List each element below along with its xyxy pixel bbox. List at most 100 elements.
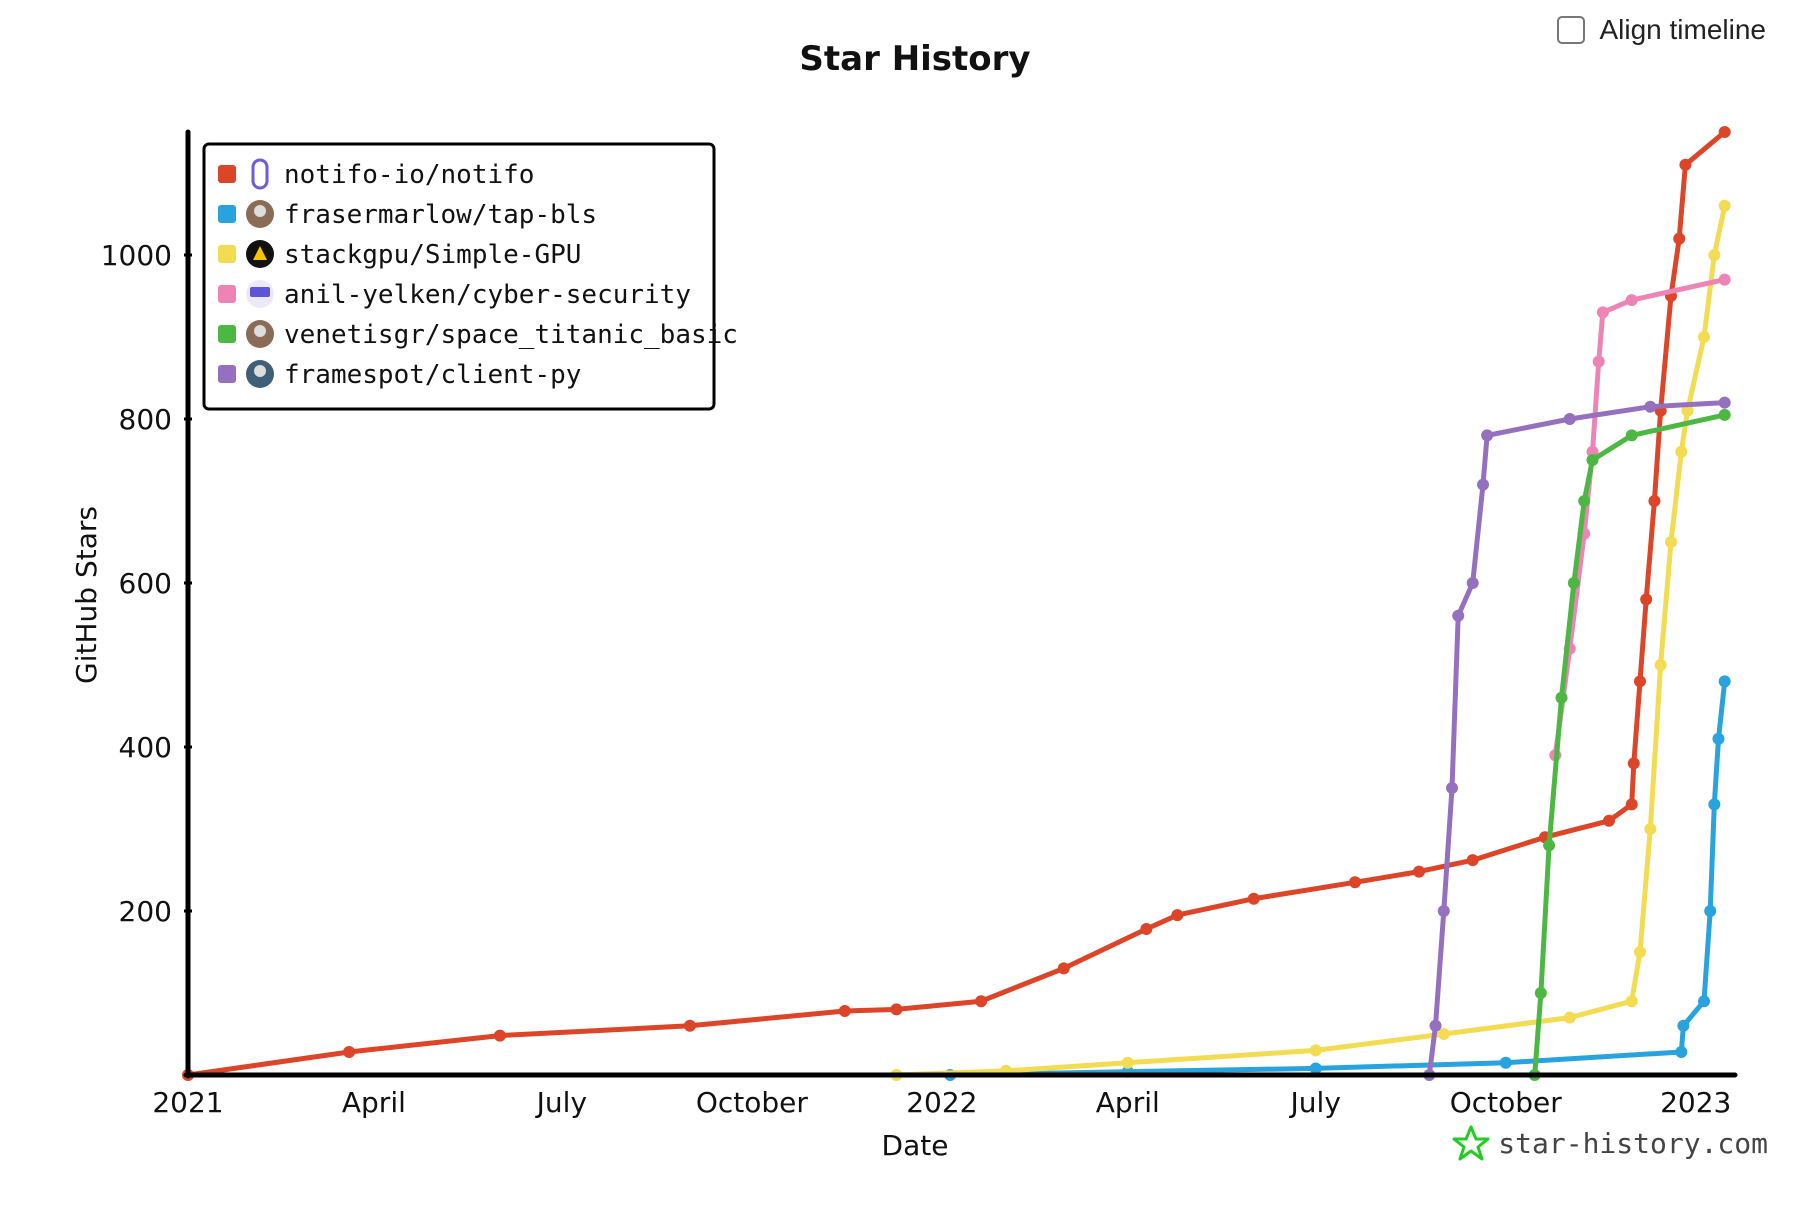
series-layer xyxy=(182,126,1731,1081)
series-point xyxy=(343,1046,356,1059)
star-history-logo-icon xyxy=(1452,1125,1490,1161)
series-point xyxy=(1348,876,1361,889)
series-point xyxy=(1679,158,1692,171)
legend-label: frasermarlow/tap-bls xyxy=(284,200,597,230)
series-point xyxy=(1708,798,1721,811)
series-point xyxy=(1625,798,1638,811)
series-point xyxy=(1563,413,1576,425)
series-point xyxy=(1625,995,1638,1008)
series-point xyxy=(1171,909,1184,922)
x-tick-label: October xyxy=(1450,1086,1563,1119)
series-2 xyxy=(890,199,1731,1081)
avatar-icon xyxy=(246,320,274,348)
series-point xyxy=(1586,445,1599,458)
align-timeline-label: Align timeline xyxy=(1599,14,1766,45)
series-point xyxy=(1437,1028,1450,1040)
series-point xyxy=(1429,1019,1442,1032)
series-point xyxy=(1603,814,1616,827)
series-point xyxy=(1481,429,1494,442)
x-tick-label: July xyxy=(535,1086,587,1119)
series-point xyxy=(1567,577,1580,589)
series-point xyxy=(1466,577,1479,589)
series-point xyxy=(1640,593,1653,606)
legend-swatch xyxy=(218,365,236,383)
y-tick-label: 800 xyxy=(119,403,172,436)
series-point xyxy=(1718,408,1731,421)
x-axis-title: Date xyxy=(882,1129,949,1162)
series-point xyxy=(1592,355,1605,368)
series-point xyxy=(890,1003,903,1016)
y-tick-label: 200 xyxy=(119,895,172,928)
series-point xyxy=(1452,609,1465,622)
anil-logo-icon xyxy=(246,280,274,308)
series-point xyxy=(1675,1046,1688,1059)
avatar-icon xyxy=(246,200,274,228)
series-point xyxy=(1625,429,1638,442)
notifo-logo-icon xyxy=(251,158,269,190)
x-tick-label: July xyxy=(1289,1086,1341,1119)
y-tick-label: 600 xyxy=(119,567,172,600)
series-point xyxy=(1309,1062,1322,1075)
series-line xyxy=(893,203,1728,1078)
series-point xyxy=(1578,495,1591,507)
series-point xyxy=(1681,404,1694,417)
legend-swatch xyxy=(218,165,236,183)
series-point xyxy=(1499,1056,1512,1069)
series-point xyxy=(1648,495,1661,507)
y-axis-title: GitHub Stars xyxy=(70,506,103,684)
series-point xyxy=(1644,823,1657,835)
series-point xyxy=(1718,126,1731,138)
series-point xyxy=(1698,995,1711,1008)
x-tick-label: April xyxy=(1096,1086,1160,1119)
x-tick-label: October xyxy=(696,1086,809,1119)
legend-label: notifo-io/notifo xyxy=(284,160,534,190)
series-point xyxy=(1633,675,1646,688)
series-point xyxy=(1446,782,1459,794)
legend-label: framespot/client-py xyxy=(284,360,581,390)
series-point xyxy=(1718,396,1731,409)
series-4 xyxy=(1528,408,1731,1081)
star-history-brand[interactable]: star-history.com xyxy=(1452,1124,1768,1162)
align-timeline-toggle[interactable]: Align timeline xyxy=(1557,14,1766,46)
series-point xyxy=(1718,273,1731,286)
series-point xyxy=(1534,987,1547,999)
legend-swatch xyxy=(218,325,236,343)
series-line xyxy=(947,678,1728,1078)
series-point xyxy=(1437,905,1450,917)
series-line xyxy=(1532,412,1728,1078)
x-tick-label: April xyxy=(342,1086,406,1119)
series-point xyxy=(1627,757,1640,770)
x-tick-label: 2023 xyxy=(1660,1086,1731,1119)
align-timeline-checkbox[interactable] xyxy=(1557,16,1586,44)
series-point xyxy=(1466,854,1479,867)
series-point xyxy=(1704,905,1717,917)
legend-label: anil-yelken/cyber-security xyxy=(284,280,691,310)
series-point xyxy=(1708,249,1721,261)
series-point xyxy=(1309,1044,1322,1057)
series-point xyxy=(975,995,988,1008)
series-point xyxy=(1121,1056,1134,1069)
legend-swatch xyxy=(218,205,236,223)
series-point xyxy=(1057,962,1070,975)
legend-swatch xyxy=(218,245,236,263)
series-point xyxy=(838,1005,851,1018)
series-point xyxy=(1625,294,1638,307)
series-point xyxy=(683,1019,696,1032)
x-tick-label: 2022 xyxy=(906,1086,977,1119)
y-axis-ticks: 200 400 600 800 1000 xyxy=(101,239,192,928)
series-5 xyxy=(1423,396,1731,1081)
avatar-icon xyxy=(246,360,274,388)
series-point xyxy=(1712,732,1725,745)
series-1 xyxy=(944,675,1731,1081)
series-point xyxy=(1555,691,1568,704)
legend-swatch xyxy=(218,285,236,303)
stackgpu-logo-icon xyxy=(246,240,274,268)
legend-label: stackgpu/Simple-GPU xyxy=(284,240,581,270)
series-point xyxy=(1677,1019,1690,1032)
series-point xyxy=(1675,445,1688,458)
legend: notifo-io/notifo frasermarlow/tap-bls stac… xyxy=(202,142,738,411)
series-point xyxy=(1477,478,1490,491)
series-point xyxy=(1247,892,1260,905)
x-axis-ticks: 2021 April July October 2022 April July October… xyxy=(152,1086,1731,1119)
series-point xyxy=(1140,923,1153,936)
